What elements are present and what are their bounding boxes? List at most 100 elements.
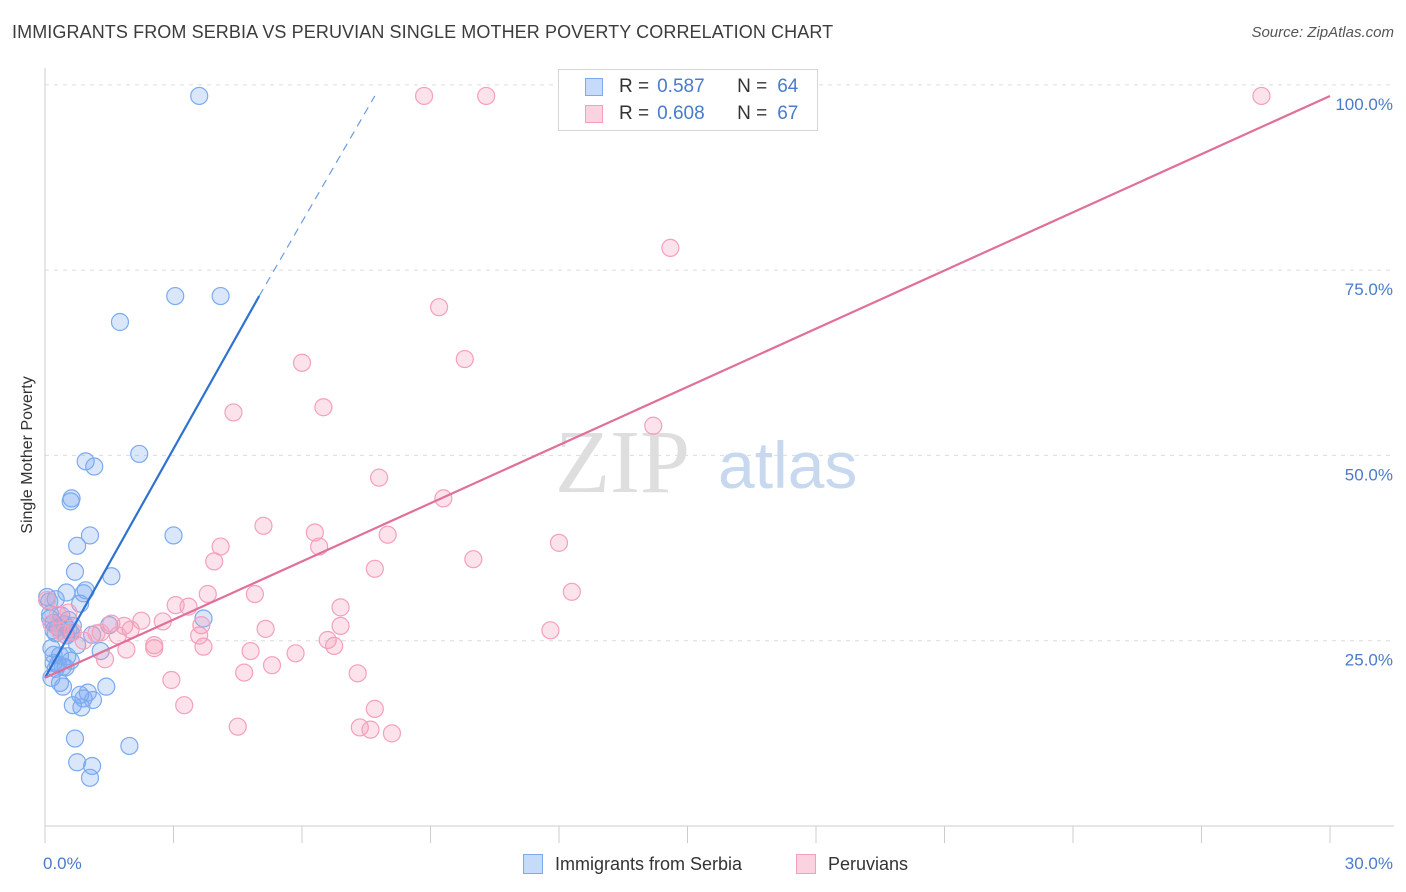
peruvian-point — [224, 403, 243, 422]
legend-n-label: N = — [737, 103, 768, 124]
serbia-point — [65, 729, 85, 748]
peruvian-point — [48, 605, 67, 624]
serbia-point — [120, 736, 139, 756]
peruvian-point — [455, 349, 474, 369]
peruvian-point — [254, 516, 273, 535]
legend-row-peruvians: R = 0.608 N = 67 — [585, 101, 798, 127]
peruvian-point — [661, 238, 680, 257]
legend-row-serbia: R = 0.587 N = 64 — [585, 74, 798, 100]
peruvian-point — [361, 720, 380, 739]
legend-n-value-serbia: 64 — [777, 76, 799, 97]
bottom-legend-serbia: Immigrants from Serbia — [523, 852, 742, 876]
serbia-point — [166, 286, 185, 306]
peruvian-point — [365, 699, 384, 718]
serbia-point — [97, 677, 116, 696]
peruvian-point — [262, 656, 282, 675]
peruvian-point — [198, 584, 217, 604]
watermark-zip: ZIP — [555, 413, 690, 512]
y-tick-label: 25.0% — [1345, 651, 1393, 670]
axes — [44, 68, 1394, 843]
bottom-legend-label-peruvians: Peruvians — [828, 853, 909, 874]
peruvian-point — [325, 636, 344, 655]
peruvian-point — [235, 663, 254, 682]
peruvian-point — [241, 641, 260, 661]
peruvian-point — [59, 603, 78, 622]
serbia-point — [53, 677, 73, 696]
serbia-point — [68, 753, 87, 772]
peruvian-point — [348, 664, 367, 683]
legend-r-value-serbia: 0.587 — [657, 76, 705, 97]
peruvian-point — [175, 696, 194, 715]
serbia-trend-extension — [258, 95, 376, 297]
serbia-point — [130, 444, 149, 464]
serbia-point — [72, 698, 91, 717]
legend-n-label: N = — [737, 76, 768, 97]
peruvian-point — [190, 626, 209, 645]
peruvian-point — [305, 523, 324, 542]
peruvian-point — [87, 624, 106, 643]
x-tick-label: 30.0% — [1345, 854, 1393, 873]
peruvian-point — [429, 298, 449, 317]
serbia-point — [194, 609, 213, 628]
serbia-point — [80, 768, 100, 787]
x-tick-label: 0.0% — [43, 854, 82, 873]
peruvian-point — [292, 353, 312, 372]
tick-labels: 25.0% 50.0% 75.0% 100.0% 0.0% 30.0% — [43, 95, 1393, 873]
peruvian-point — [370, 468, 389, 487]
y-tick-label: 75.0% — [1345, 280, 1393, 299]
legend-n-value-peruvians: 67 — [777, 103, 799, 124]
legend-r-label: R = — [619, 76, 650, 97]
peruvian-point — [365, 559, 384, 578]
peruvian-point — [42, 614, 61, 633]
peruvian-point — [541, 621, 560, 640]
legend-swatch-serbia — [585, 78, 603, 96]
peruvian-point — [286, 644, 305, 663]
peruvian-point — [145, 639, 164, 658]
serbia-point — [110, 312, 130, 332]
legend-r-label: R = — [619, 103, 650, 124]
peruvian-point — [331, 616, 350, 635]
serbia-point — [80, 526, 100, 545]
y-tick-label: 100.0% — [1335, 95, 1393, 114]
peruvian-point — [1252, 86, 1271, 106]
serbia-point — [65, 562, 85, 581]
serbia-point — [83, 756, 102, 776]
peruvian-point — [378, 525, 397, 544]
serbia-point — [61, 492, 80, 511]
peruvian-point — [414, 86, 434, 106]
bottom-legend-swatch-peruvians — [796, 854, 816, 874]
peruvian-point — [644, 416, 663, 435]
legend-r-value-peruvians: 0.608 — [657, 103, 705, 124]
peruvian-point — [549, 533, 569, 552]
peruvian-point — [38, 590, 57, 610]
serbia-point — [85, 457, 104, 476]
peruvian-point — [245, 584, 264, 604]
trend-lines — [44, 94, 1331, 679]
correlation-legend: R = 0.587 N = 64 R = 0.608 N = 67 — [558, 69, 818, 131]
peruvian-point — [162, 670, 181, 690]
serbia-point — [190, 86, 209, 106]
bottom-legend-swatch-serbia — [523, 854, 543, 874]
serbia-point — [164, 526, 183, 545]
watermark: ZIP atlas — [555, 413, 857, 512]
peruvian-point — [205, 552, 224, 571]
serbia-point — [74, 689, 93, 708]
serbia-point — [211, 286, 230, 306]
peruvian-point — [477, 86, 496, 106]
peruvian-point — [382, 724, 402, 743]
peruvian-point — [228, 717, 247, 736]
peruvian-point — [350, 718, 369, 737]
peruvian-point — [464, 550, 483, 569]
chart-title: IMMIGRANTS FROM SERBIA VS PERUVIAN SINGL… — [12, 22, 834, 42]
peruvian-trend-line — [44, 94, 1331, 679]
serbia-point — [68, 536, 87, 555]
peruvian-point — [194, 637, 213, 656]
peruvian-point — [562, 582, 581, 601]
bottom-legend-peruvians: Peruvians — [796, 852, 908, 876]
serbia-trend-line — [44, 295, 261, 679]
peruvian-point — [256, 619, 275, 638]
peruvian-point — [314, 398, 333, 417]
gridlines — [45, 84, 1394, 642]
bottom-legend-label-serbia: Immigrants from Serbia — [555, 853, 743, 874]
